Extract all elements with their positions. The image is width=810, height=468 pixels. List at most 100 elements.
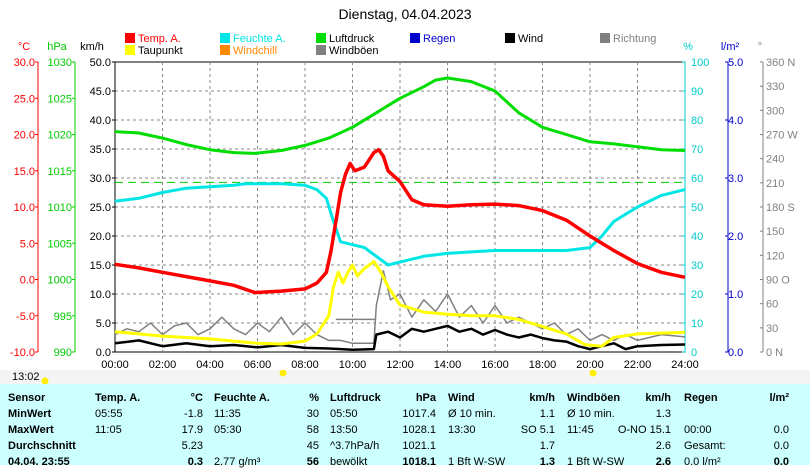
wind-axis-tick-label: 5.0 — [96, 318, 111, 330]
time-tick-label: 22:00 — [624, 359, 652, 370]
stats-header: Temp. A. — [95, 392, 141, 404]
sun-marker — [279, 370, 287, 377]
stats-cell-time: 00:00 — [684, 424, 712, 436]
legend-swatch — [410, 33, 420, 43]
pressure-axis-tick-label: 995 — [54, 311, 72, 323]
time-tick-label: 08:00 — [291, 359, 319, 370]
humidity-axis-tick-label: 70 — [691, 144, 703, 156]
stats-cell-time: 05:55 — [95, 408, 123, 420]
stats-cell-time: Gesamt: — [684, 440, 726, 452]
legend-item: Wind — [505, 33, 543, 45]
direction-axis-tick-label: 150 — [766, 226, 784, 238]
humidity-axis-tick-label: 90 — [691, 86, 703, 98]
stats-cell-value: 2.6 — [655, 456, 671, 468]
time-tick-label: 06:00 — [244, 359, 272, 370]
wind-axis-tick-label: 10.0 — [90, 289, 111, 301]
stats-cell-value: 1017.4 — [402, 408, 436, 420]
wind-axis-unit: km/h — [80, 41, 104, 53]
temp-axis-tick-label: 30.0 — [14, 57, 35, 69]
temp-axis-tick-label: -5.0 — [16, 311, 35, 323]
stats-header: Windböen — [567, 392, 621, 404]
chart-title: Dienstag, 04.04.2023 — [338, 6, 472, 22]
direction-axis-tick-label: 90 O — [766, 275, 790, 287]
rain-axis-tick-label: 1.0 — [728, 289, 743, 301]
stats-header: Wind — [448, 392, 475, 404]
legend-label: Richtung — [613, 33, 657, 45]
temp-axis-tick-label: 0.0 — [20, 275, 35, 287]
stats-cell-time: 11:05 — [95, 424, 122, 436]
temp-axis-tick-label: 5.0 — [20, 238, 35, 250]
stats-row-label: 04.04. 23:55 — [8, 456, 70, 468]
direction-axis-tick-label: 240 — [766, 154, 784, 166]
legend-label: Temp. A. — [138, 33, 181, 45]
humidity-axis-tick-label: 40 — [691, 231, 703, 243]
legend: Temp. A. Feuchte A. Luftdruck Regen Wind Rich… — [0, 0, 810, 60]
stats-cell-value: 1018.1 — [402, 456, 436, 468]
pressure-axis-unit: hPa — [47, 41, 67, 53]
stats-col-rain: Regen l/m² 00:00 0.0 Gesamt: 0.0 0.0 l/m² 0.0 — [684, 384, 789, 468]
legend-item: Luftdruck — [316, 33, 374, 45]
time-tick-label: 02:00 — [149, 359, 177, 370]
wind-axis-tick-label: 0.0 — [96, 347, 111, 359]
stats-cell-value: 56 — [306, 456, 319, 468]
stats-cell-value: 17.9 — [181, 424, 203, 436]
direction-axis-tick-label: 120 — [766, 250, 784, 262]
pressure-axis-tick-label: 1015 — [48, 166, 72, 178]
direction-axis-tick-label: 60 — [766, 299, 778, 311]
stats-row-label: MinWert — [8, 408, 52, 420]
humidity-axis-unit: % — [683, 41, 693, 53]
stats-cell-value: SO 5.1 — [520, 424, 555, 436]
wind-axis-tick-label: 45.0 — [90, 86, 111, 98]
series-line-temp-a- — [114, 147, 686, 295]
humidity-axis-tick-label: 30 — [691, 260, 703, 272]
stats-cell-value: 2.6 — [655, 440, 671, 452]
temp-axis-tick-label: 10.0 — [14, 202, 35, 214]
time-tick-label: 10:00 — [339, 359, 367, 370]
humidity-axis-tick-label: 100 — [691, 57, 709, 69]
stats-cell-value: 0.3 — [187, 456, 203, 468]
pressure-axis-tick-label: 1010 — [48, 202, 72, 214]
rain-axis-tick-label: 0.0 — [728, 347, 743, 359]
sun-marker — [41, 377, 49, 384]
rain-axis-tick-label: 3.0 — [728, 173, 743, 185]
time-tick-label: 18:00 — [529, 359, 557, 370]
stats-cell-value: 0.0 — [773, 456, 789, 468]
sun-marker — [589, 370, 597, 377]
stats-cell-value: 1.3 — [655, 408, 671, 420]
time-bar-bg — [0, 370, 810, 384]
stats-cell-time: 05:50 — [330, 408, 358, 420]
stats-col-humidity: Feuchte A.% 11:35 30 05:30 58 45 2.77 g/m³ 56 — [214, 384, 319, 468]
stats-cell-value: -1.8 — [184, 408, 203, 420]
stats-cell-time: Ø 10 min. — [448, 408, 496, 420]
pressure-axis-tick-label: 1000 — [48, 275, 72, 287]
temp-axis-tick-label: 20.0 — [14, 130, 35, 142]
stats-cell-value: 1.1 — [539, 408, 555, 420]
legend-item: Temp. A. — [125, 33, 181, 45]
humidity-axis-tick-label: 20 — [691, 289, 703, 301]
wind-axis-tick-label: 25.0 — [90, 202, 111, 214]
stats-col-pressure: Luftdruck hPa 05:50 1017.4 13:50 1028.1 ^3.7hP… — [330, 384, 436, 468]
stats-col-sensor: Sensor MinWert MaxWert Durchschnitt 04.04. 2… — [8, 384, 86, 468]
legend-label: Windböen — [329, 45, 379, 57]
time-tick-label: 14:00 — [434, 359, 462, 370]
direction-axis-tick-label: 180 S — [766, 202, 795, 214]
stats-col-gusts: Windböen km/h Ø 10 min. 1.3 11:45 O-NO 15.1 2.… — [567, 384, 671, 468]
temp-axis-unit: °C — [18, 41, 30, 53]
stats-header: Feuchte A. — [214, 392, 270, 404]
stats-cell-time: 13:50 — [330, 424, 358, 436]
stats-unit: km/h — [529, 392, 555, 404]
legend-swatch — [125, 33, 135, 43]
time-tick-label: 16:00 — [481, 359, 509, 370]
rain-axis-tick-label: 5.0 — [728, 57, 743, 69]
legend-swatch — [125, 45, 135, 55]
stats-col-wind: Wind km/h Ø 10 min. 1.1 13:30 SO 5.1 1.7 1 Bft … — [448, 384, 555, 468]
stats-col-temp: Temp. A. °C 05:55 -1.8 11:05 17.9 5.23 0.3 — [95, 384, 203, 468]
time-tick-label: 00:00 — [101, 359, 129, 370]
pressure-axis-tick-label: 1025 — [48, 93, 72, 105]
direction-axis-tick-label: 360 N — [766, 57, 795, 69]
stats-header: Sensor — [8, 392, 46, 404]
stats-cell-time: 11:45 — [567, 424, 594, 436]
temp-axis-tick-label: 15.0 — [14, 166, 35, 178]
legend-label: Luftdruck — [329, 33, 375, 45]
legend-swatch — [220, 45, 230, 55]
